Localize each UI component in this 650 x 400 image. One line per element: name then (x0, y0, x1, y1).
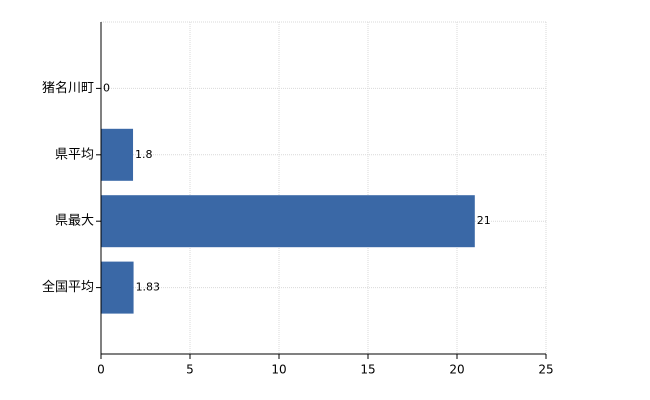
x-tick-label: 25 (538, 363, 553, 377)
y-tick-label: 全国平均 (42, 279, 94, 295)
bar (101, 128, 134, 181)
x-tick-label: 15 (360, 363, 375, 377)
bar (101, 261, 134, 314)
y-tick-label: 猪名川町 (42, 80, 94, 96)
x-tick-label: 5 (186, 363, 194, 377)
y-tick-label: 県最大 (55, 214, 94, 229)
bar (101, 195, 475, 248)
x-tick-label: 10 (271, 363, 286, 377)
value-label: 1.83 (136, 281, 161, 294)
value-label: 1.8 (135, 148, 153, 161)
y-tick-label: 県平均 (55, 147, 94, 162)
x-tick-label: 0 (97, 363, 105, 377)
value-label: 21 (477, 214, 491, 227)
value-label: 0 (103, 81, 110, 94)
x-tick-label: 20 (449, 363, 464, 377)
